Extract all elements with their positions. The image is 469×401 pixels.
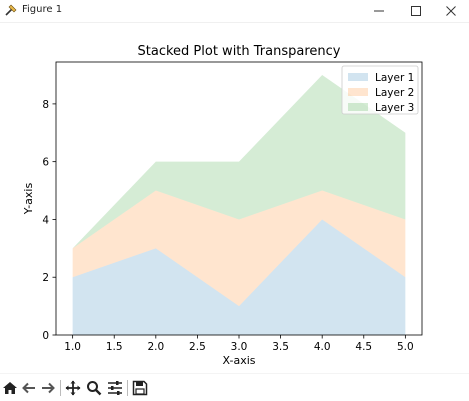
area-layer-2 <box>72 190 406 307</box>
area-layers <box>72 75 406 335</box>
legend-label-1: Layer 1 <box>375 72 414 84</box>
x-tick-label: 3.5 <box>272 341 289 353</box>
chart-title: Stacked Plot with Transparency <box>138 44 341 59</box>
y-tick-label: 8 <box>42 99 49 111</box>
x-tick-label: 3.0 <box>231 341 248 353</box>
home-icon <box>3 382 17 394</box>
y-tick-label: 2 <box>42 272 49 284</box>
x-tick-label: 5.0 <box>397 341 414 353</box>
maximize-button[interactable] <box>398 0 434 22</box>
y-axis-ticks: 0 2 4 6 8 <box>42 99 56 342</box>
pan-icon <box>65 380 81 396</box>
zoom-button[interactable] <box>85 379 103 397</box>
forward-button[interactable] <box>39 379 57 397</box>
maximize-icon <box>411 6 421 16</box>
minimize-icon <box>374 10 384 12</box>
legend-swatch-2 <box>348 88 368 96</box>
forward-icon <box>42 382 55 394</box>
close-icon <box>446 6 456 16</box>
x-tick-label: 2.0 <box>147 341 164 353</box>
window-title: Figure 1 <box>22 4 63 15</box>
zoom-icon <box>87 381 102 396</box>
configure-icon <box>108 381 122 395</box>
legend-swatch-1 <box>348 73 368 81</box>
x-tick-label: 4.5 <box>355 341 372 353</box>
legend: Layer 1 Layer 2 Layer 3 <box>341 65 419 115</box>
plot-canvas[interactable]: 1.0 1.5 2.0 2.5 3.0 3.5 4.0 4.5 5.0 0 2 4 6 8 Stacke… <box>0 22 469 372</box>
legend-label-2: Layer 2 <box>375 87 414 99</box>
toolbar-separator <box>127 380 128 396</box>
title-bar: Figure 1 <box>0 0 469 23</box>
area-layer-1 <box>72 219 406 335</box>
y-axis-label: Y-axis <box>22 183 35 216</box>
save-icon <box>132 380 148 396</box>
x-tick-label: 2.5 <box>189 341 206 353</box>
figure-app-icon <box>5 4 17 16</box>
legend-swatch-3 <box>348 103 368 111</box>
y-tick-label: 0 <box>42 330 49 342</box>
area-layer-3 <box>72 75 406 249</box>
navigation-toolbar <box>0 373 469 401</box>
x-tick-label: 1.0 <box>64 341 81 353</box>
legend-box <box>341 65 419 115</box>
y-tick-label: 4 <box>42 214 49 226</box>
x-axis-label: X-axis <box>223 354 256 367</box>
minimize-button[interactable] <box>361 0 397 22</box>
x-axis-ticks: 1.0 1.5 2.0 2.5 3.0 3.5 4.0 4.5 5.0 <box>64 335 414 353</box>
y-tick-label: 6 <box>42 157 49 169</box>
back-button[interactable] <box>20 379 38 397</box>
stacked-area-chart: 1.0 1.5 2.0 2.5 3.0 3.5 4.0 4.5 5.0 0 2 4 6 8 Stacke… <box>22 44 423 367</box>
x-tick-label: 4.0 <box>314 341 331 353</box>
configure-subplots-button[interactable] <box>106 379 124 397</box>
x-tick-label: 1.5 <box>106 341 123 353</box>
close-button[interactable] <box>433 0 469 22</box>
legend-label-3: Layer 3 <box>375 102 414 114</box>
save-button[interactable] <box>131 379 149 397</box>
pan-button[interactable] <box>64 379 82 397</box>
back-icon <box>22 382 35 394</box>
home-button[interactable] <box>1 379 19 397</box>
toolbar-separator <box>60 380 61 396</box>
